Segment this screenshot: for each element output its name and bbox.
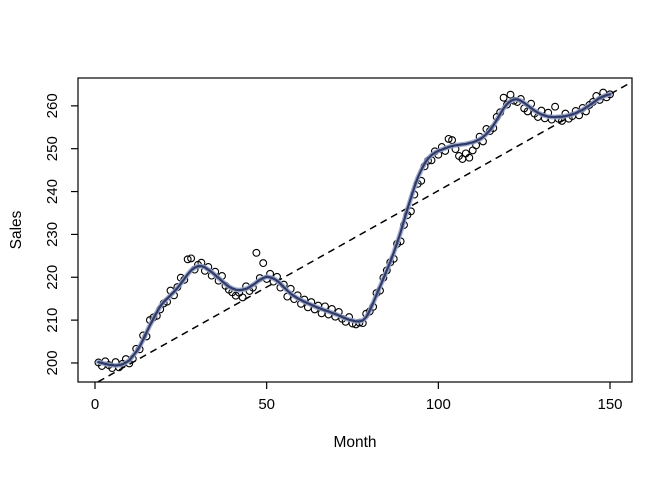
data-point (259, 259, 268, 268)
data-point (465, 153, 474, 162)
x-axis-ticks: 0 50 100 150 (91, 382, 623, 413)
data-point (183, 255, 192, 264)
y-tick-label: 210 (44, 308, 61, 333)
data-point (448, 136, 457, 145)
y-axis-title: Sales (8, 210, 25, 249)
y-tick-label: 240 (44, 179, 61, 204)
scatter-points-layer (94, 88, 614, 373)
y-tick-label: 260 (44, 93, 61, 118)
data-point (187, 254, 196, 263)
loess-line-halo (96, 91, 613, 368)
y-tick-label: 230 (44, 222, 61, 247)
y-axis-ticks: 200 210 220 230 240 250 260 (44, 93, 78, 375)
x-tick-label: 0 (91, 396, 99, 413)
x-axis-title: Month (333, 434, 376, 451)
data-point (252, 248, 261, 257)
data-point (551, 102, 560, 111)
loess-line (97, 93, 612, 367)
plot-box (77, 77, 633, 383)
trend-line (97, 81, 633, 383)
data-point (238, 293, 247, 302)
data-point (444, 134, 453, 143)
trend-line-layer (97, 81, 633, 383)
data-point (461, 149, 470, 158)
smooth-line-layer (96, 91, 613, 368)
x-tick-label: 150 (598, 396, 623, 413)
y-tick-label: 220 (44, 265, 61, 290)
x-tick-label: 50 (258, 396, 275, 413)
x-tick-label: 100 (426, 396, 451, 413)
y-tick-label: 200 (44, 350, 61, 375)
data-point (506, 90, 515, 99)
data-point (499, 93, 508, 102)
y-tick-label: 250 (44, 136, 61, 161)
